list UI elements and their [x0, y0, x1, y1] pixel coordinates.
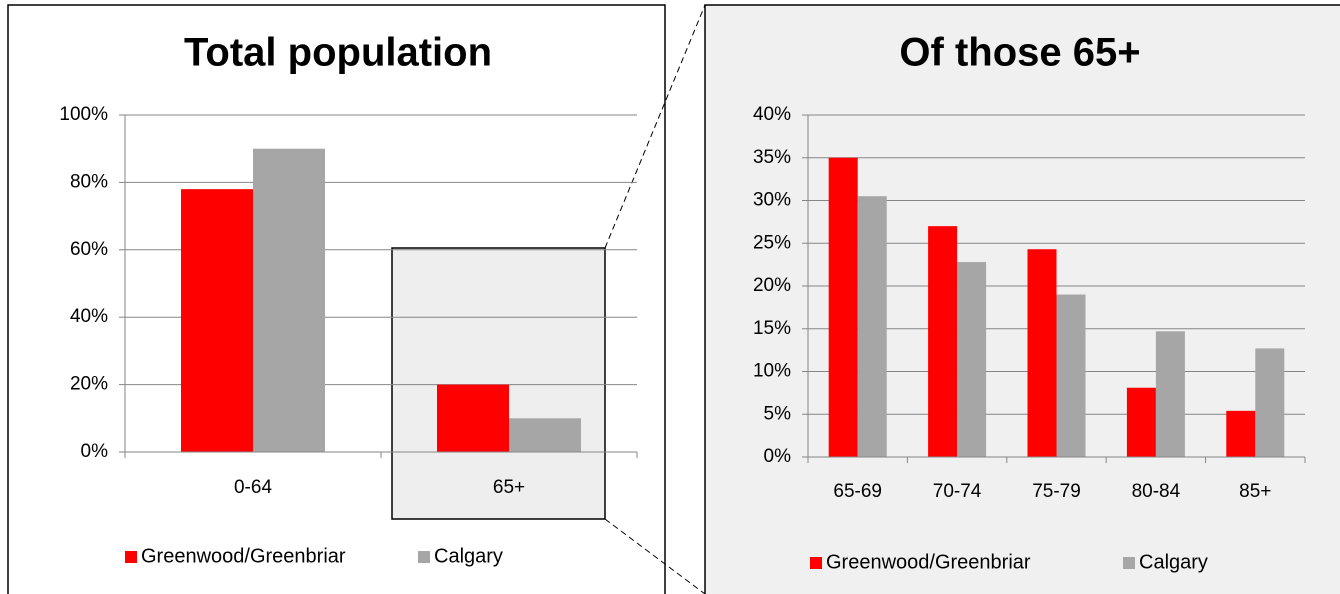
x-tick-label: 85+ — [1239, 481, 1271, 502]
y-tick-label: 20% — [70, 374, 108, 395]
y-tick-label: 10% — [753, 361, 791, 382]
highlight-box — [391, 247, 606, 520]
bar — [1155, 331, 1185, 457]
x-tick-label: 0-64 — [234, 477, 272, 498]
x-tick-label: 65+ — [493, 477, 525, 498]
bar — [509, 418, 581, 452]
chart-title: Total population — [184, 31, 492, 75]
legend-swatch — [1123, 557, 1135, 569]
bar — [928, 226, 958, 457]
y-tick-label: 15% — [753, 318, 791, 339]
legend-label: Greenwood/Greenbriar — [141, 545, 346, 567]
zoom-line — [604, 4, 706, 249]
y-tick-label: 0% — [764, 446, 792, 467]
bar — [181, 189, 253, 452]
y-tick-label: 20% — [753, 275, 791, 296]
y-tick-label: 40% — [70, 306, 108, 327]
legend-label: Calgary — [1139, 551, 1208, 573]
x-tick-label: 65-69 — [833, 481, 882, 502]
legend-swatch — [418, 551, 430, 563]
right-panel — [704, 4, 1340, 594]
y-tick-label: 0% — [81, 441, 109, 462]
legend-swatch — [810, 557, 822, 569]
legend-label: Greenwood/Greenbriar — [826, 551, 1031, 573]
y-tick-label: 60% — [70, 239, 108, 260]
bar — [1255, 348, 1285, 457]
bar — [1126, 387, 1156, 457]
bar — [1027, 249, 1057, 457]
bar — [957, 262, 987, 457]
y-tick-label: 35% — [753, 147, 791, 168]
bar — [828, 157, 858, 457]
bar — [1056, 294, 1086, 457]
y-tick-label: 30% — [753, 190, 791, 211]
x-tick-label: 75-79 — [1032, 481, 1081, 502]
zoom-line — [604, 518, 706, 594]
legend-swatch — [125, 551, 137, 563]
bar — [1226, 410, 1256, 457]
bar — [437, 384, 509, 452]
chart-title: Of those 65+ — [899, 31, 1140, 75]
y-tick-label: 5% — [764, 403, 792, 424]
x-tick-label: 80-84 — [1132, 481, 1181, 502]
y-tick-label: 40% — [753, 104, 791, 125]
y-tick-label: 25% — [753, 232, 791, 253]
bar — [857, 196, 887, 457]
bar — [253, 148, 325, 452]
y-tick-label: 80% — [70, 171, 108, 192]
y-tick-label: 100% — [59, 104, 108, 125]
x-tick-label: 70-74 — [933, 481, 982, 502]
legend-label: Calgary — [434, 545, 503, 567]
